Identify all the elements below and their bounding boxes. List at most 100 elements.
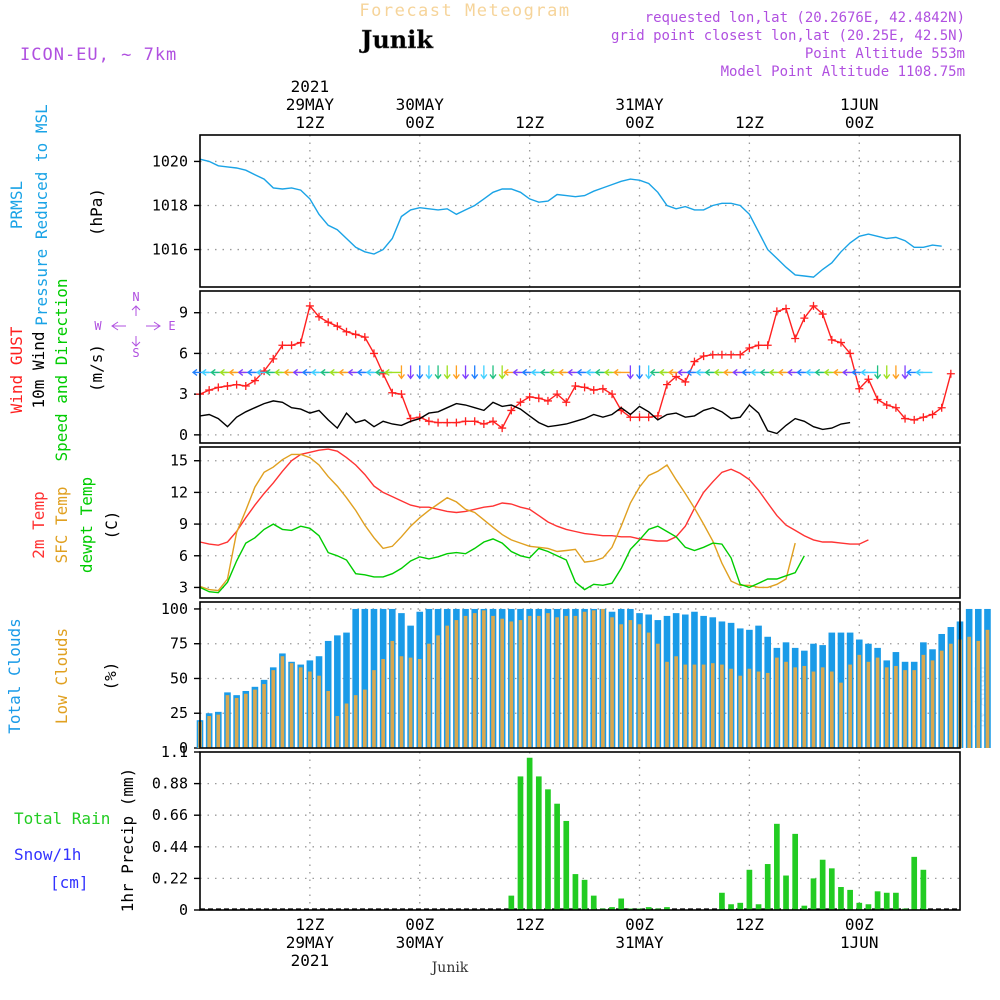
bottom-axis-label: 12Z [295,915,324,934]
panel-wind: 0 3 6 9 [179,290,961,444]
low-cloud-bar [747,668,752,748]
gust-marker [919,413,928,422]
gust-marker [635,413,644,422]
precip-legend-snow: Snow/1h [14,845,81,864]
wind-arrow [416,365,424,380]
precip-bar [792,833,799,910]
wind-arrow [384,368,402,376]
top-axis-label: 12Z [735,113,764,132]
low-cloud-bar [417,659,422,748]
bottom-axis-label: 00Z [405,915,434,934]
wind-arrow [874,365,882,380]
series-line-1 [199,400,851,435]
y-tick-label: 15 [170,452,188,470]
gust-marker [397,390,406,399]
gust-marker [827,335,836,344]
gust-marker [901,414,910,423]
low-cloud-bar [518,620,523,748]
precip-bar [618,898,625,910]
compass-n: N [132,290,139,304]
panel-clouds: 0 25 50 75 100 [161,600,991,757]
y-tick-label: 12 [170,483,188,501]
gust-marker [589,386,598,395]
gust-marker [928,410,937,419]
low-cloud-bar [738,675,743,748]
gust-marker [836,338,845,347]
precip-bar [535,776,542,910]
gust-marker [205,386,214,395]
gust-marker [516,398,525,407]
gust-marker [342,327,351,336]
gust-marker [681,377,690,386]
gust-marker [910,415,919,424]
low-cloud-bar [628,620,633,748]
series-line-1 [199,453,796,592]
precip-bar [801,905,808,910]
low-cloud-bar [619,624,624,748]
y-tick-label: 1016 [152,241,188,259]
gust-marker [379,369,388,378]
low-cloud-bar [985,629,990,748]
low-clouds-label: Low Clouds [52,628,71,724]
low-cloud-bar [884,667,889,748]
wind-arrow [452,365,460,380]
low-cloud-bar [701,664,706,748]
temp-dewpt-label: dewpt Temp [77,477,96,573]
precip-bar [783,875,789,910]
low-cloud-bar [939,650,944,748]
compass-w: W [94,319,102,333]
wind-10m-label: 10m Wind [29,331,48,408]
precip-bar [774,823,780,910]
gust-marker [443,418,452,427]
precip-bar [645,907,652,910]
precip-bar [874,891,881,910]
low-cloud-bar [280,656,285,748]
top-axis-label: 2021 [291,77,330,96]
gust-marker [809,301,818,310]
gust-marker [772,307,781,316]
gust-marker [479,420,488,428]
gust-marker [608,390,617,399]
wind-arrow [480,365,488,380]
low-cloud-bar [390,640,395,748]
top-axis-label: 29MAY [286,95,335,114]
y-tick-label: 9 [179,515,188,533]
gust-marker [864,375,873,384]
y-tick-label: 6 [179,547,188,565]
gust-marker [727,350,736,359]
low-cloud-bar [344,703,349,748]
low-cloud-bar [637,624,642,748]
precip-bar [893,892,899,910]
precip-bar [911,856,918,910]
low-cloud-bar [317,675,321,748]
precip-bar [920,869,927,910]
low-cloud-bar [921,654,926,748]
bottom-axis-label: 00Z [625,915,654,934]
gust-marker [672,372,681,381]
gust-marker [369,349,378,358]
header-info-line: Point Altitude 553m [805,46,965,62]
top-axis-label: 12Z [515,113,544,132]
precip-bar [572,874,579,910]
wind-direction-arrows [191,365,933,380]
low-cloud-bar [793,667,797,748]
precip-legend-unit: [cm] [50,873,89,892]
gust-marker [305,301,314,310]
wind-arrow [489,365,497,380]
wind-arrow [498,365,506,380]
low-cloud-bar [546,613,550,748]
low-cloud-bar [363,689,367,748]
top-axis-label: 00Z [405,113,434,132]
gust-marker [553,390,562,399]
precip-bar [664,907,670,910]
y-tick-label: 6 [179,344,188,362]
y-tick-label: 0.88 [152,775,188,793]
low-cloud-bar [555,617,559,748]
gust-marker [644,413,653,422]
wind-speed-dir-label: Speed and Direction [52,278,71,461]
low-cloud-bar [243,693,248,748]
low-cloud-bar [903,670,907,748]
gust-marker [461,417,470,426]
gust-marker [598,384,607,393]
gust-marker [296,338,305,347]
